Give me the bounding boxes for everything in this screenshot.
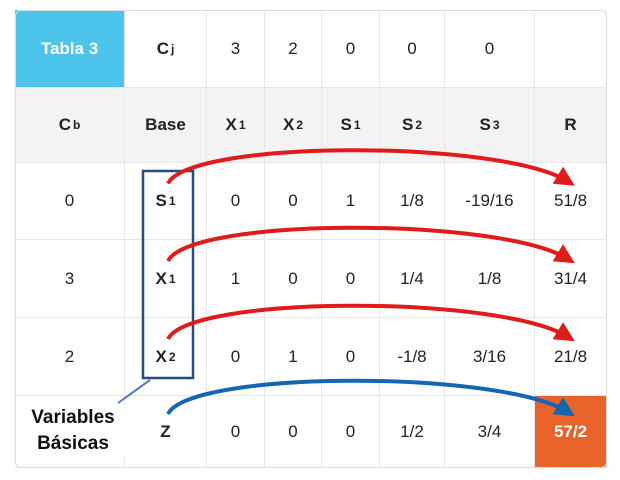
value-cell: 1 (322, 163, 380, 240)
label-main: C (156, 38, 169, 58)
cb-cell: 3 (15, 240, 125, 318)
value-cell: 0 (207, 318, 265, 396)
value-cell: 0 (265, 163, 322, 240)
annotation: Variables Básicas (18, 405, 128, 457)
label-main: S (479, 115, 491, 134)
label-main: S (340, 115, 352, 134)
label-sub: 1 (353, 118, 361, 132)
label-main: Z (160, 421, 171, 441)
label-main: R (564, 115, 577, 134)
cb-cell: 2 (15, 318, 125, 396)
label-main: X (282, 115, 295, 134)
value-cell: 0 (207, 163, 265, 240)
value-cell: 1 (207, 240, 265, 318)
label-main: S (401, 115, 414, 134)
annotation-pointer (117, 379, 151, 404)
label-main: X (155, 268, 167, 288)
value-cell: 3/16 (445, 318, 535, 396)
label-sub: 3 (492, 118, 500, 132)
label-sub: 2 (415, 118, 423, 132)
value-cell: 1 (265, 318, 322, 396)
label-sub: 1 (168, 271, 176, 286)
cj-value: 0 (445, 10, 535, 88)
cj-value: 0 (322, 10, 380, 88)
value-cell: 1/4 (380, 240, 445, 318)
cj-value: 2 (265, 10, 322, 88)
label-main: X (225, 115, 237, 134)
label-sub: 1 (168, 194, 176, 208)
label-main: X (155, 346, 167, 366)
cj-value: 0 (380, 10, 445, 88)
value-cell: -1/8 (380, 318, 445, 396)
label-sub: j (170, 41, 175, 56)
label-sub: 1 (238, 118, 246, 132)
label-main: S (155, 191, 167, 210)
row-arrow (166, 225, 575, 264)
row-arrow (166, 148, 575, 186)
label-sub: b (72, 118, 81, 132)
label-main: Base (145, 115, 186, 134)
label-main: C (58, 115, 71, 134)
label-sub: 2 (168, 349, 176, 364)
cb-cell: 0 (15, 163, 125, 240)
basic-vars-box (141, 169, 195, 380)
value-cell: 0 (322, 240, 380, 318)
cj-value: 3 (207, 10, 265, 88)
value-cell: 1/8 (445, 240, 535, 318)
value-cell: 1/8 (380, 163, 445, 240)
label-sub: 2 (296, 118, 304, 132)
row-arrow (166, 378, 575, 417)
header-cell: Base (125, 88, 207, 163)
value-cell: -19/16 (445, 163, 535, 240)
value-cell: 0 (265, 240, 322, 318)
table-frame (15, 10, 607, 468)
value-cell: 0 (322, 318, 380, 396)
row-arrow (166, 303, 575, 342)
table-title: Tabla 3 (15, 10, 125, 88)
